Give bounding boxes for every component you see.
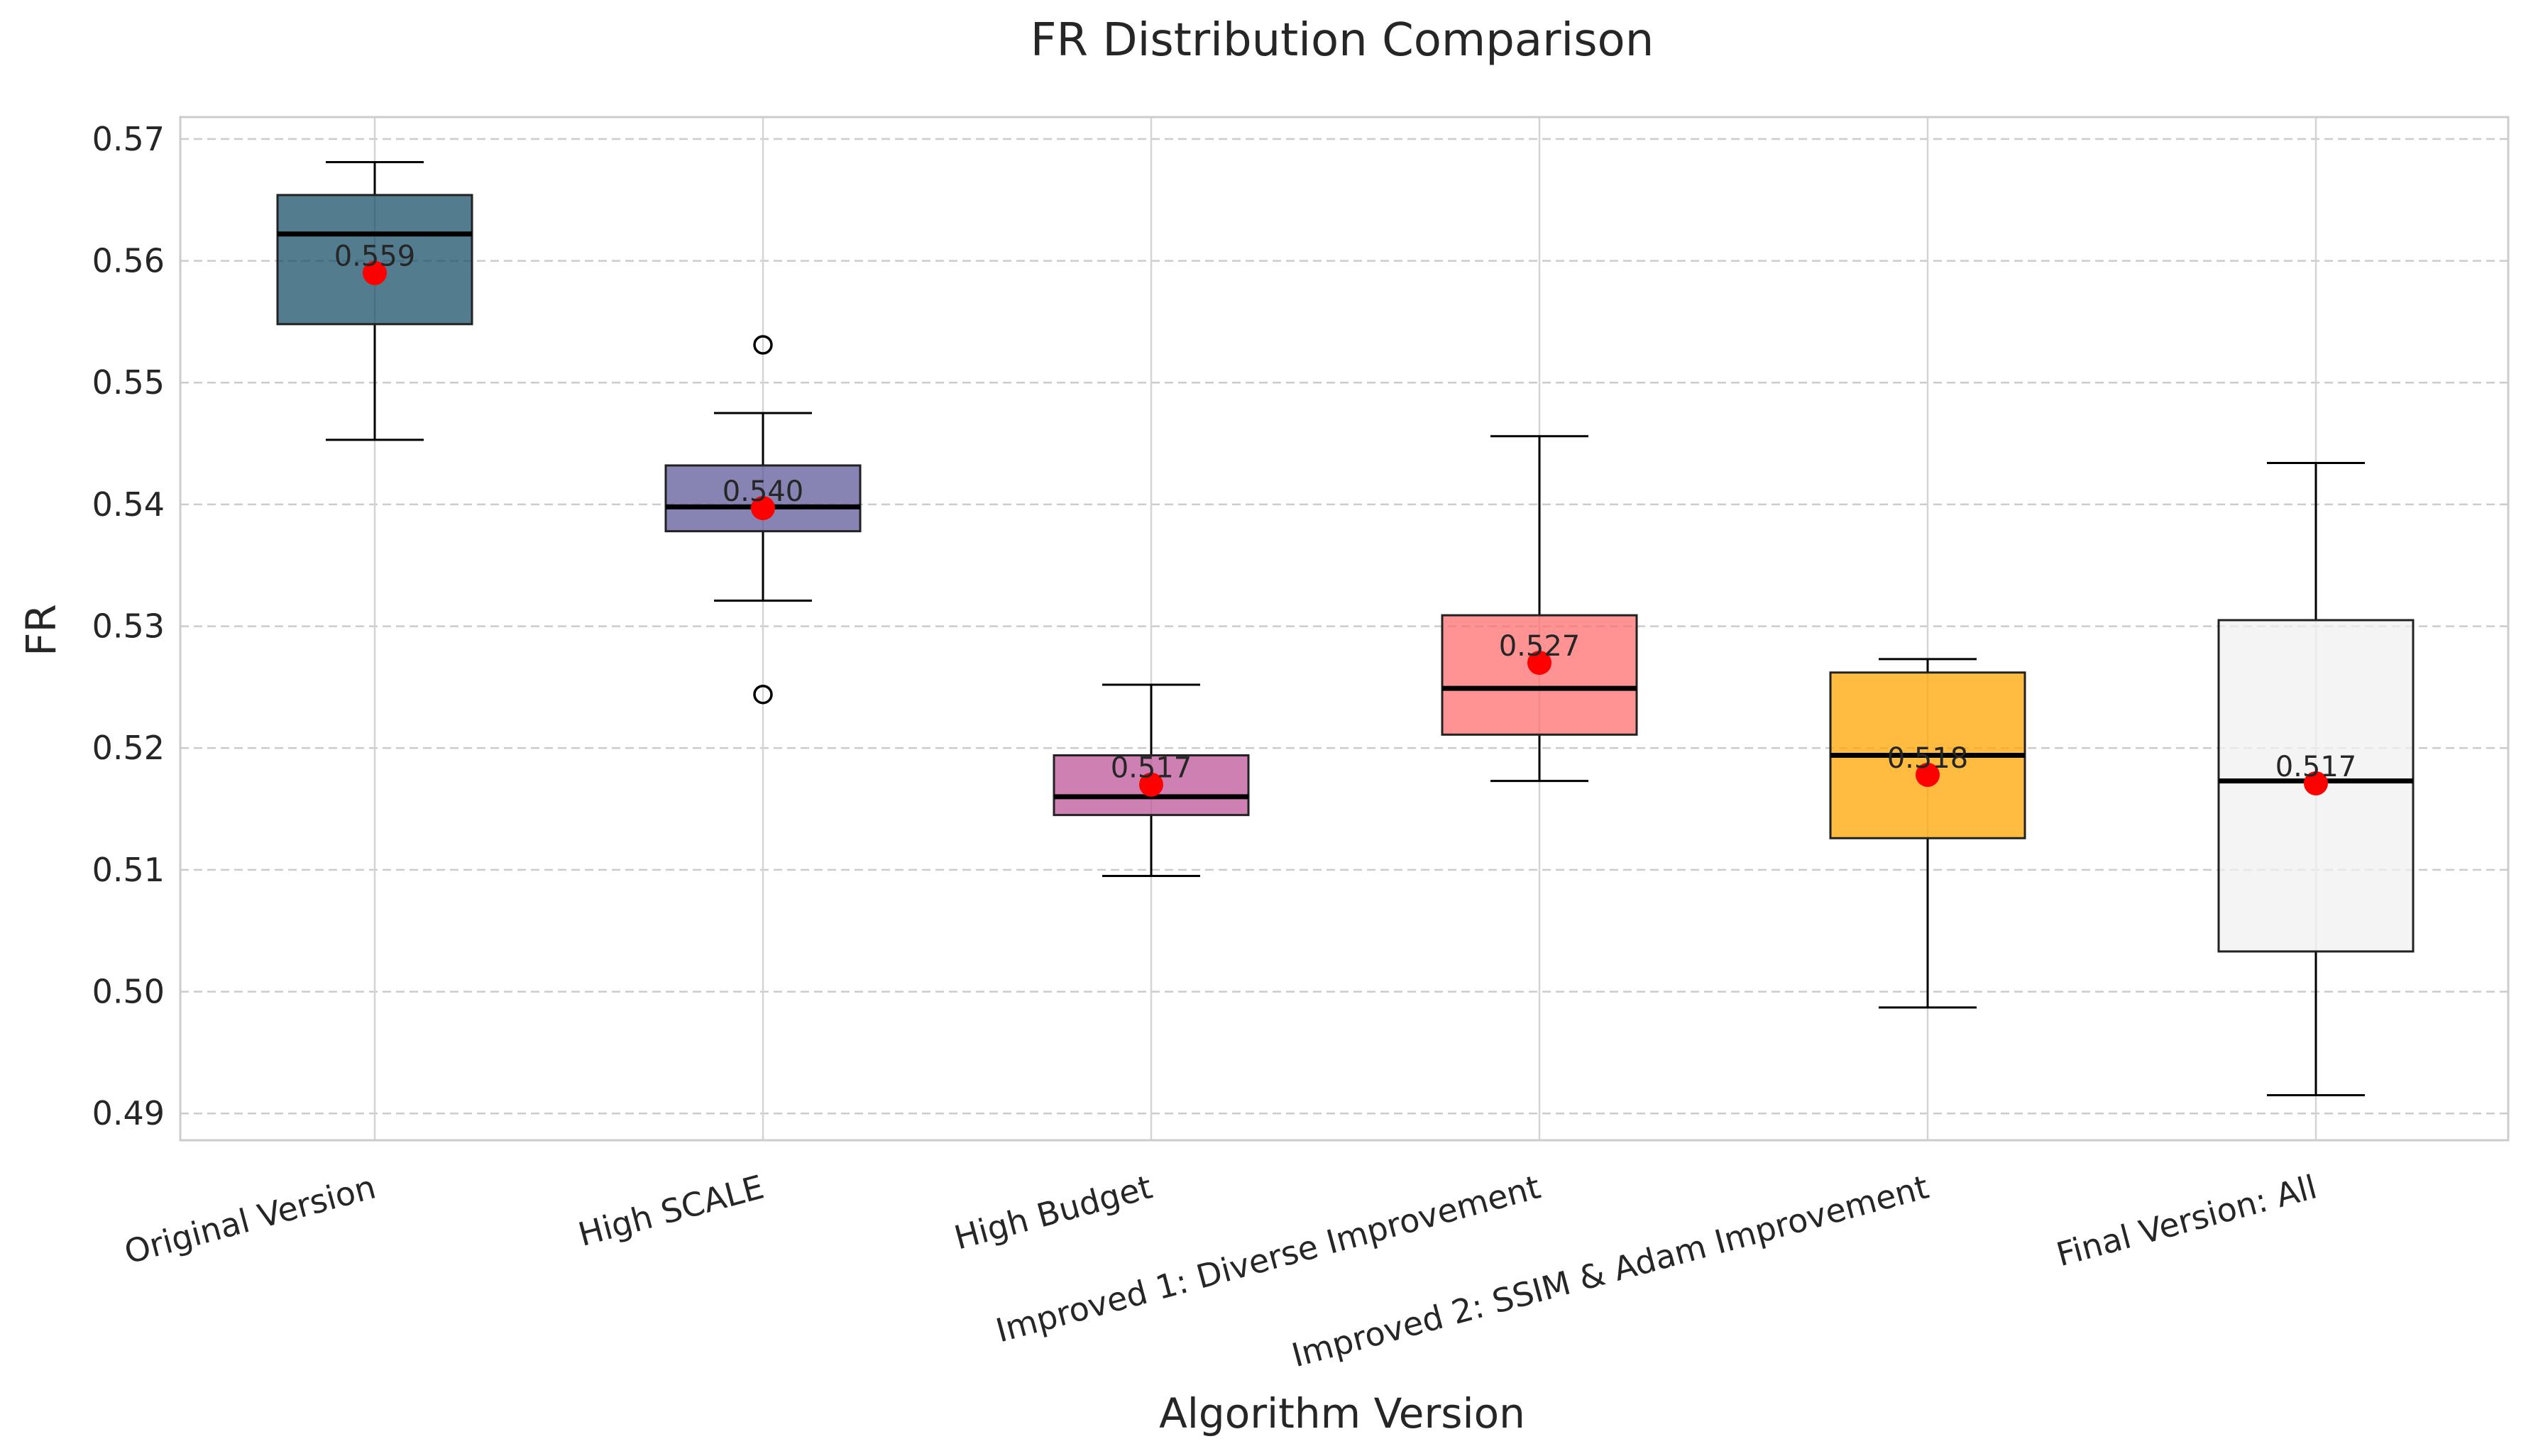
mean-value-label: 0.517 (1111, 752, 1192, 785)
box-group: 0.540 (664, 335, 862, 705)
y-tick-label: 0.50 (92, 973, 165, 1011)
y-tick-label: 0.56 (92, 242, 165, 280)
mean-value-label: 0.517 (2275, 751, 2357, 783)
box-group: 0.517 (2217, 462, 2415, 1096)
x-axis-label: Algorithm Version (1159, 1389, 1525, 1438)
mean-marker (1916, 763, 1940, 787)
mean-value-label: 0.518 (1887, 742, 1969, 775)
mean-marker (751, 496, 775, 521)
iqr-box (1441, 614, 1638, 736)
y-axis-label: FR (17, 604, 65, 656)
mean-value-label: 0.527 (1499, 630, 1581, 663)
box-group: 0.559 (276, 161, 473, 441)
y-tick-label: 0.52 (92, 729, 165, 767)
y-tick-label: 0.57 (92, 120, 165, 158)
mean-marker (2304, 771, 2328, 796)
y-tick-label: 0.54 (92, 485, 165, 524)
mean-value-label: 0.559 (334, 241, 416, 273)
plot-frame (179, 116, 2510, 1142)
mean-marker (1527, 651, 1551, 675)
box-group: 0.527 (1441, 435, 1638, 783)
y-tick-label: 0.49 (92, 1094, 165, 1132)
box-group: 0.517 (1053, 683, 1250, 877)
outlier-point (753, 684, 773, 705)
outlier-point (753, 335, 773, 355)
chart-title: FR Distribution Comparison (1031, 14, 1654, 67)
box-group: 0.518 (1829, 658, 2026, 1009)
mean-marker (363, 260, 387, 285)
y-tick-label: 0.55 (92, 363, 165, 402)
mean-value-label: 0.540 (723, 475, 804, 508)
y-tick-label: 0.51 (92, 851, 165, 889)
iqr-box (276, 194, 473, 326)
y-tick-label: 0.53 (92, 607, 165, 646)
mean-marker (1139, 772, 1163, 797)
